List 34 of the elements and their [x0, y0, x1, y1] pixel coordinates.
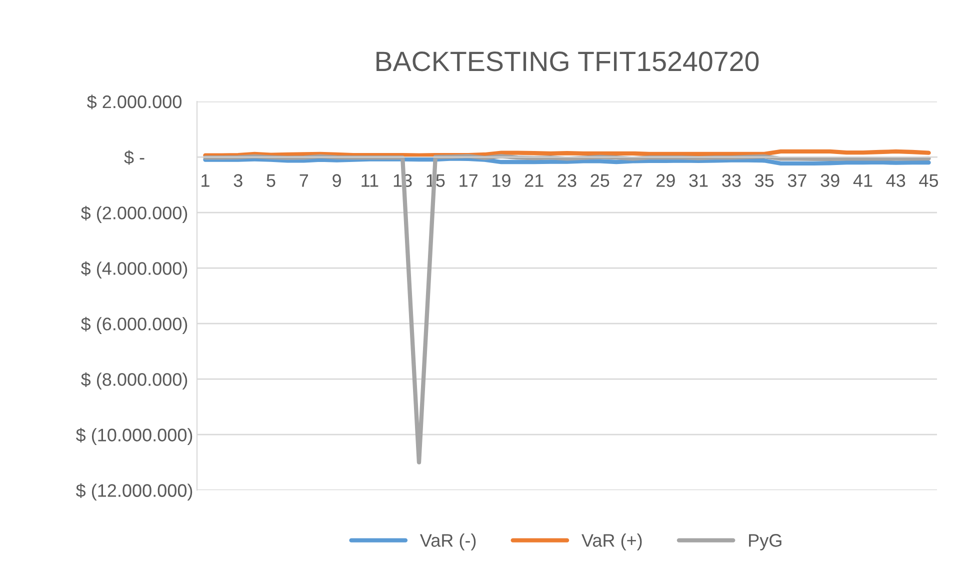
x-tick-label: 29 — [656, 174, 675, 187]
y-tick-label: $ - — [124, 150, 144, 165]
legend-label: PyG — [749, 534, 782, 550]
x-tick-label: 45 — [919, 174, 938, 187]
legend-label: VaR (-) — [420, 534, 476, 550]
legend-label: VaR (+) — [582, 534, 642, 550]
x-tick-label: 5 — [266, 174, 276, 187]
x-tick-label: 39 — [820, 174, 840, 187]
x-tick-label: 17 — [460, 174, 478, 187]
x-tick-label: 41 — [853, 174, 872, 187]
x-tick-label: 23 — [558, 174, 576, 187]
x-tick-label: 25 — [590, 174, 610, 187]
y-tick-label: $ (8.000.000) — [81, 372, 188, 390]
x-tick-label: 7 — [300, 174, 308, 187]
x-tick-label: 43 — [886, 174, 906, 187]
y-tick-label: $ 2.000.000 — [87, 94, 182, 110]
y-tick-label: $ (10.000.000) — [76, 428, 192, 446]
x-tick-label: 11 — [362, 174, 378, 187]
x-tick-label: 33 — [722, 174, 741, 187]
y-tick-label: $ (6.000.000) — [81, 316, 188, 334]
y-tick-label: $ (4.000.000) — [81, 261, 188, 278]
x-tick-label: 27 — [624, 174, 642, 187]
x-tick-label: 3 — [234, 174, 242, 187]
x-tick-label: 19 — [492, 174, 510, 187]
y-tick-label: $ (2.000.000) — [81, 206, 188, 223]
x-tick-label: 31 — [689, 174, 708, 187]
x-tick-label: 1 — [202, 174, 210, 187]
chart-title: BACKTESTING TFIT15240720 — [376, 52, 759, 72]
x-tick-label: 15 — [426, 174, 445, 187]
x-tick-label: 21 — [524, 174, 544, 187]
x-tick-label: 37 — [788, 174, 806, 187]
x-tick-label: 9 — [332, 174, 341, 187]
y-tick-label: $ (12.000.000) — [76, 483, 192, 501]
x-tick-label: 35 — [754, 174, 774, 187]
